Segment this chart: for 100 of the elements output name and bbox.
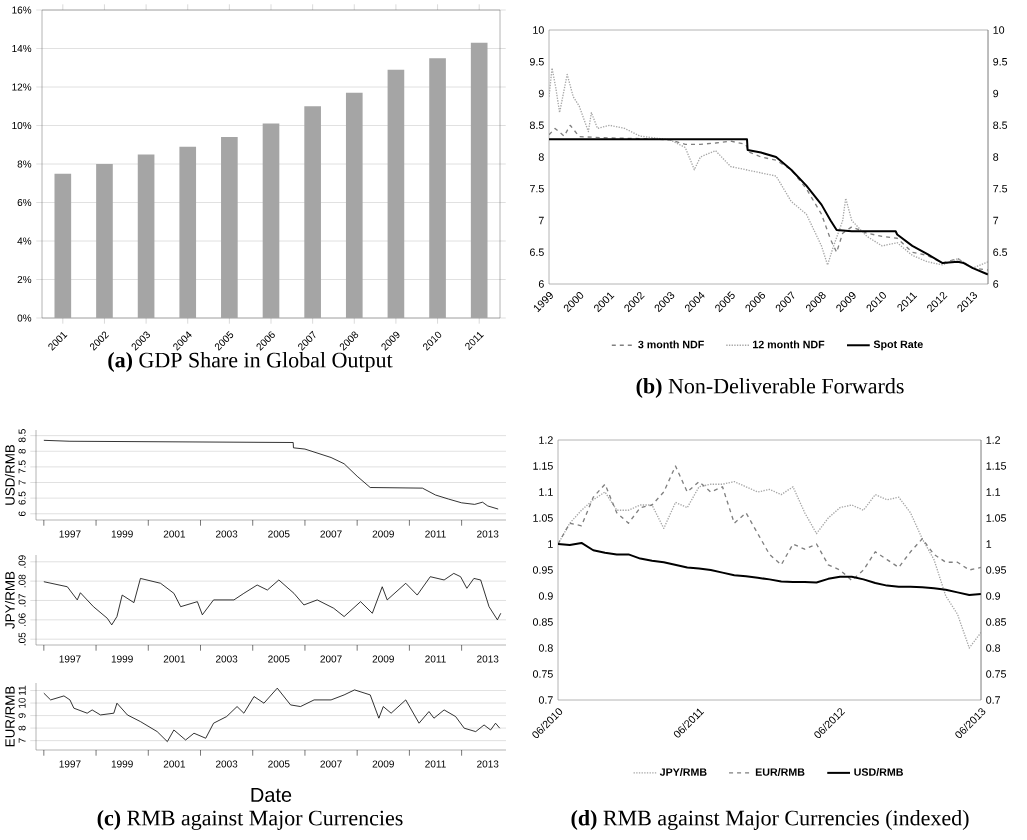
x-tick-label: 2003 [216, 530, 238, 538]
x-tick-label: 1999 [111, 530, 133, 538]
x-tick-label: 2013 [477, 655, 499, 663]
y-tick-label: 0.75 [532, 670, 553, 678]
bar [96, 164, 113, 318]
y2-tick-label: 0.9 [986, 592, 1001, 600]
y-tick-label: 0.9 [538, 592, 553, 600]
y-tick-label: 2% [17, 275, 32, 284]
x-tick-label: 2005 [268, 760, 290, 768]
y-tick-label: 1 [548, 540, 553, 548]
y2-tick-label: 0.75 [986, 670, 1007, 678]
text: (d) RMB against Major Currencies (indexed) [571, 810, 969, 831]
legend-label: 3 month NDF [638, 340, 704, 349]
y-tick-label: 7.5 [18, 460, 26, 474]
y-tick-label: 8% [17, 160, 32, 168]
x-axis-title: Date [251, 788, 292, 802]
text: (a) GDP Share in Global Output [108, 352, 393, 372]
y2-tick-label: 8 [993, 153, 999, 161]
y2-tick-label: 8.5 [993, 121, 1008, 130]
x-tick-label: 2005 [268, 655, 290, 663]
y2-tick-label: 1 [986, 540, 992, 548]
y2-tick-label: 1.05 [986, 514, 1007, 522]
y-tick-label: 6 [538, 280, 544, 288]
y-tick-label: 1.15 [533, 462, 553, 470]
bar [137, 154, 155, 318]
bar [387, 69, 405, 318]
x-tick-label: 1997 [59, 530, 81, 538]
legend-label: 12 month NDF [753, 340, 825, 349]
y-tick-label: 7 [18, 738, 26, 743]
y-tick-label: .06 [18, 613, 26, 626]
bar [345, 92, 363, 318]
x-tick-label: 2011 [425, 760, 446, 768]
bar [304, 106, 321, 318]
x-tick-label: 2007 [320, 655, 342, 663]
bar [179, 146, 197, 318]
y-tick-label: 8.5 [18, 429, 26, 443]
y-tick-label: 7 [538, 216, 544, 225]
y-tick-label: 8.5 [529, 121, 544, 130]
line-series [558, 480, 982, 649]
legend-label: Spot Rate [873, 340, 923, 351]
y-tick-label: .08 [18, 574, 26, 588]
line-series [43, 687, 501, 743]
x-tick-label: 2005 [268, 530, 290, 538]
text: (b) Non-Deliverable Forwards [636, 378, 904, 398]
y-tick-label: 12% [12, 83, 32, 91]
y-tick-label: 0.8 [538, 644, 553, 652]
y2-tick-label: 9.5 [993, 57, 1008, 66]
x-tick-label: 2003 [216, 760, 238, 768]
y-tick-label: 1.1 [539, 488, 553, 496]
x-tick-label: 2013 [477, 530, 499, 538]
x-tick-label: 2007 [320, 760, 342, 768]
y-tick-label: 9 [18, 713, 26, 718]
bar [262, 123, 280, 318]
bar [470, 42, 488, 318]
x-tick-label: 1997 [59, 760, 81, 768]
y-tick-label: 7.5 [530, 185, 544, 193]
y-tick-label: 8 [18, 725, 26, 731]
y2-tick-label: 1.15 [986, 462, 1007, 470]
y2-tick-label: 10 [993, 26, 1005, 34]
x-tick-label: 2009 [372, 760, 394, 768]
y-axis-title: USD/RMB [4, 444, 15, 505]
x-tick-label: 1999 [111, 760, 133, 768]
bar [54, 173, 72, 318]
y-tick-label: .07 [18, 594, 26, 607]
y-tick-label: 6.5 [530, 248, 544, 257]
y2-tick-label: 1.1 [986, 488, 1001, 496]
y-tick-label: 9.5 [529, 57, 544, 66]
x-tick-label: 2009 [372, 530, 394, 538]
y2-tick-label: 7 [993, 216, 999, 225]
y-tick-label: 0.7 [538, 696, 553, 704]
x-tick-label: 2001 [163, 530, 186, 538]
y-tick-label: 11 [18, 685, 26, 695]
x-tick-label: 2009 [372, 655, 394, 663]
y2-tick-label: 0.7 [986, 696, 1001, 704]
y-axis-title: JPY/RMB [4, 571, 15, 629]
y-tick-label: 8 [18, 448, 26, 454]
y-tick-label: .05 [18, 632, 26, 646]
y-tick-label: 0% [17, 314, 32, 322]
y-tick-label: 1.2 [539, 436, 553, 444]
y-tick-label: 14% [12, 45, 32, 53]
y2-tick-label: 1.2 [986, 436, 1001, 444]
y2-tick-label: 0.95 [986, 566, 1007, 574]
x-tick-label: 1997 [59, 655, 81, 663]
y-tick-label: 6.5 [18, 491, 26, 505]
y2-tick-label: 6.5 [993, 248, 1008, 257]
legend-label: USD/RMB [854, 768, 903, 776]
y2-tick-label: 9 [993, 89, 999, 98]
y-tick-label: .09 [18, 555, 26, 568]
y-tick-label: 0.95 [532, 566, 553, 574]
y2-tick-label: 6 [993, 280, 999, 288]
y-tick-label: 10 [18, 697, 26, 708]
y-tick-label: 0.85 [532, 618, 553, 626]
y-tick-label: 6% [17, 198, 32, 207]
y2-tick-label: 0.8 [986, 644, 1001, 652]
x-tick-label: 1999 [111, 655, 133, 663]
y-tick-label: 7 [18, 480, 26, 485]
y2-tick-label: 7.5 [993, 185, 1008, 193]
y-tick-label: 8 [538, 153, 544, 161]
y-tick-label: 1.05 [533, 514, 553, 522]
x-tick-label: 2011 [425, 655, 446, 663]
